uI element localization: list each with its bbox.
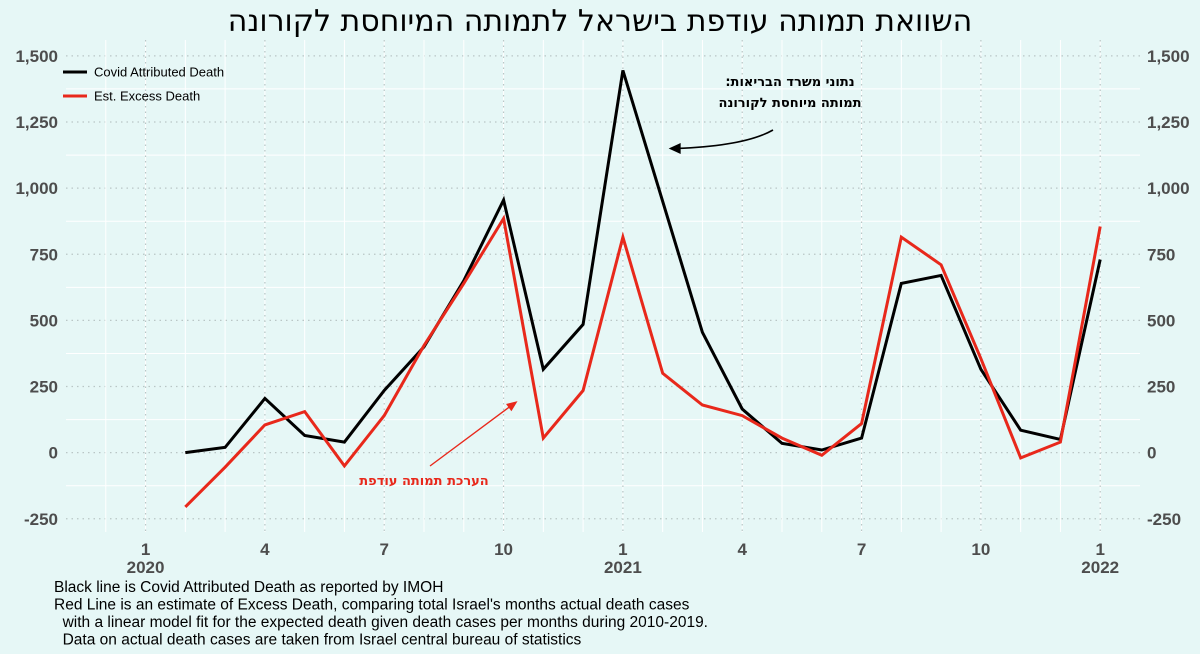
series-line-0 bbox=[185, 69, 1102, 455]
x-tick-label: 10 bbox=[971, 540, 990, 559]
x-tick-label: 1 bbox=[141, 540, 150, 559]
annotation-arrowhead-red bbox=[506, 401, 518, 412]
x-tick-label: 7 bbox=[857, 540, 866, 559]
y-tick-label-left: 500 bbox=[30, 311, 58, 330]
annotation-arrowhead-black bbox=[668, 142, 681, 154]
x-tick-label: 7 bbox=[379, 540, 388, 559]
y-tick-label-left: 1,000 bbox=[15, 179, 58, 198]
legend: Covid Attributed Death Est. Excess Death bbox=[63, 65, 224, 104]
y-tick-label-left: 250 bbox=[30, 378, 58, 397]
chart-title: השוואת תמותה עודפת בישראל לתמותה המיוחסת… bbox=[228, 4, 972, 39]
caption-line: with a linear model fit for the expected… bbox=[54, 614, 708, 631]
annotations: נתוני משרד הבריאות: תמותה מיוחסת לקורונה ה… bbox=[359, 75, 861, 489]
grid bbox=[66, 40, 1140, 532]
caption-line: Red Line is an estimate of Excess Death,… bbox=[54, 597, 690, 614]
caption-line: Black line is Covid Attributed Death as … bbox=[54, 579, 443, 596]
annotation-arrow-black bbox=[676, 129, 774, 150]
y-tick-label-right: 1,250 bbox=[1147, 113, 1190, 132]
caption-line: Data on actual death cases are taken fro… bbox=[54, 632, 582, 649]
annotation-moh-line-2: תמותה מיוחסת לקורונה bbox=[719, 96, 862, 111]
annotation-arrow-red bbox=[429, 405, 511, 467]
x-tick-label: 4 bbox=[260, 540, 270, 559]
legend-label: Covid Attributed Death bbox=[94, 65, 224, 80]
y-tick-label-left: 1,500 bbox=[15, 47, 58, 66]
x-tick-label: 10 bbox=[494, 540, 513, 559]
y-tick-label-left: 1,250 bbox=[15, 113, 58, 132]
y-tick-label-left: 750 bbox=[30, 245, 58, 264]
series-lines bbox=[184, 69, 1102, 508]
y-tick-label-left: 0 bbox=[49, 444, 58, 463]
x-tick-year-label: 2022 bbox=[1081, 558, 1119, 577]
annotation-excess: הערכת תמותה עודפת bbox=[359, 474, 488, 489]
y-tick-label-right: 1,000 bbox=[1147, 179, 1190, 198]
y-tick-label-right: 750 bbox=[1147, 245, 1175, 264]
y-tick-label-right: 1,500 bbox=[1147, 47, 1190, 66]
y-tick-label-left: -250 bbox=[24, 510, 58, 529]
y-tick-label-right: -250 bbox=[1147, 510, 1181, 529]
series-line-1 bbox=[184, 214, 1102, 508]
caption: Black line is Covid Attributed Death as … bbox=[54, 579, 708, 649]
annotation-moh-line-1: נתוני משרד הבריאות: bbox=[725, 75, 854, 90]
axis-ticks: -250 -250 0 0 250 250 500 500 750 750 1,000 1,000 1,… bbox=[15, 47, 1189, 577]
x-tick-label: 1 bbox=[618, 540, 627, 559]
y-tick-label-right: 0 bbox=[1147, 444, 1156, 463]
x-tick-year-label: 2020 bbox=[127, 558, 165, 577]
x-tick-label: 1 bbox=[1095, 540, 1104, 559]
y-tick-label-right: 250 bbox=[1147, 378, 1175, 397]
x-tick-year-label: 2021 bbox=[604, 558, 642, 577]
x-tick-label: 4 bbox=[737, 540, 747, 559]
y-tick-label-right: 500 bbox=[1147, 311, 1175, 330]
legend-label: Est. Excess Death bbox=[94, 89, 200, 104]
